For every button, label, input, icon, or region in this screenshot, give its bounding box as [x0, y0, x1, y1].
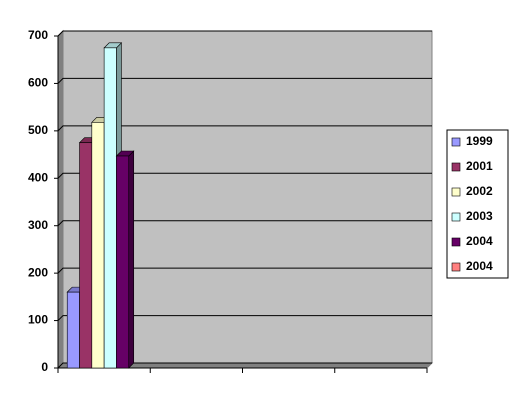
bar — [91, 122, 105, 369]
legend-swatch — [451, 162, 461, 172]
legend-label: 2004 — [466, 234, 493, 248]
grid-line — [57, 30, 432, 37]
bar — [103, 47, 117, 369]
y-tick-label: 200 — [28, 265, 48, 279]
legend-swatch — [451, 237, 461, 247]
y-tick-label: 400 — [28, 170, 48, 184]
grid-line — [57, 362, 432, 369]
bar — [66, 291, 80, 369]
y-tick-label: 500 — [28, 123, 48, 137]
legend-swatch — [451, 187, 461, 197]
legend-box — [446, 129, 509, 279]
grid-line — [57, 267, 432, 274]
legend-label: 2004 — [466, 259, 493, 273]
grid-line — [57, 77, 432, 84]
grid-line — [57, 220, 432, 227]
y-tick-label: 100 — [28, 313, 48, 327]
legend-label: 2003 — [466, 209, 493, 223]
grid-line — [57, 172, 432, 179]
y-tick-label: 700 — [28, 28, 48, 42]
legend-swatch — [451, 137, 461, 147]
legend-label: 2002 — [466, 184, 493, 198]
bar — [116, 155, 130, 369]
bar — [79, 142, 93, 369]
grid-line — [57, 315, 432, 321]
legend-label: 2001 — [466, 159, 493, 173]
grid-line — [57, 125, 432, 132]
legend-swatch — [451, 262, 461, 272]
y-tick-label: 0 — [41, 360, 48, 374]
y-tick-label: 600 — [28, 76, 48, 90]
legend-swatch — [451, 212, 461, 222]
y-tick-label: 300 — [28, 218, 48, 232]
bar-side — [128, 150, 135, 369]
legend-label: 1999 — [466, 134, 493, 148]
